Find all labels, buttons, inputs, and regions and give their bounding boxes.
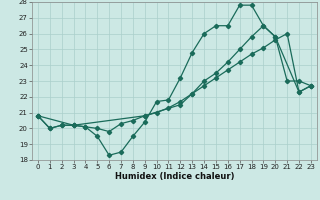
X-axis label: Humidex (Indice chaleur): Humidex (Indice chaleur) xyxy=(115,172,234,181)
